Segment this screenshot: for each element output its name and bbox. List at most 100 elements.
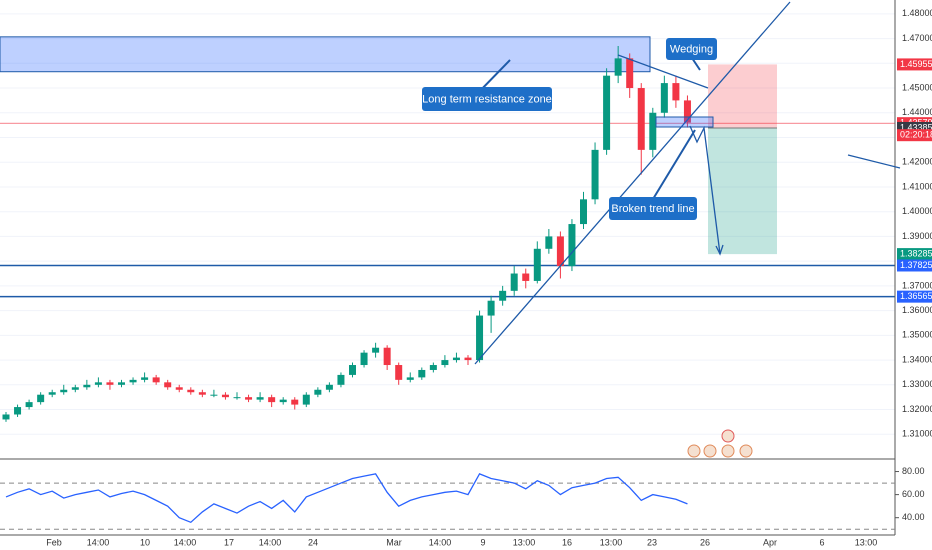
arrow-head (715, 244, 724, 256)
candle-body (37, 394, 45, 403)
candle-body (314, 389, 322, 395)
x-tick-label: 14:00 (429, 537, 452, 547)
y-tick-label: 1.32000 (902, 404, 932, 414)
candle-body (187, 389, 195, 393)
trend-line (474, 1, 791, 365)
price-label-box (897, 259, 932, 272)
event-icon (739, 444, 753, 458)
candle-body (418, 369, 426, 378)
candle-body (245, 397, 253, 400)
candle-body (568, 224, 576, 267)
x-tick-label: Feb (46, 537, 62, 547)
candle-body (487, 300, 495, 316)
countdown-box (897, 129, 932, 142)
price-pane (0, 13, 895, 435)
candle-body (406, 377, 414, 380)
candle-body (48, 392, 56, 395)
candle-body (210, 394, 218, 396)
candle-body (71, 387, 79, 390)
candle-body (683, 100, 691, 123)
x-tick-label: Apr (763, 537, 777, 547)
wedge-line (617, 54, 709, 89)
candle-body (2, 414, 10, 420)
candle-body (383, 347, 391, 366)
candle-body (591, 149, 599, 200)
candle-body (429, 365, 437, 370)
event-icons (687, 429, 753, 458)
resistance-zone (0, 36, 651, 73)
y-tick-label: 1.48000 (902, 8, 932, 18)
price-label: 1.38285 (900, 248, 932, 258)
candle-body (522, 273, 530, 281)
candle-body (94, 382, 102, 385)
x-tick-label: 9 (480, 537, 485, 547)
support-box (655, 116, 714, 128)
note-box (609, 197, 697, 220)
price-label-box (897, 290, 932, 303)
note-text: Broken trend line (611, 203, 694, 215)
x-tick-label: 16 (562, 537, 572, 547)
candle-body (60, 389, 68, 393)
candle-body (499, 290, 507, 301)
event-icon (687, 444, 701, 458)
y-tick-label: 1.34000 (902, 354, 932, 364)
y-tick-label: 1.45000 (902, 82, 932, 92)
candle-body (614, 58, 622, 76)
candle-body (626, 58, 634, 89)
candle-body (129, 379, 137, 383)
candle-body (637, 88, 645, 150)
candle-body (556, 236, 564, 267)
callout-pointer (649, 129, 696, 205)
event-icon (721, 429, 735, 443)
event-icon (721, 444, 735, 458)
y-tick-label: 1.42000 (902, 157, 932, 167)
rsi-line (5, 473, 688, 524)
candle-body (198, 392, 206, 395)
x-tick-label: 13:00 (855, 537, 878, 547)
target-zone (708, 127, 777, 255)
candle-body (268, 397, 276, 403)
candle-body (395, 365, 403, 380)
rsi-tick-label: 60.00 (902, 489, 925, 499)
y-tick-label: 1.33000 (902, 379, 932, 389)
candle-body (372, 347, 380, 353)
candle-body (302, 394, 310, 405)
x-tick-label: 17 (224, 537, 234, 547)
candle-body (256, 397, 264, 400)
x-tick-label: Mar (386, 537, 402, 547)
candle-body (221, 394, 229, 398)
x-tick-label: 23 (647, 537, 657, 547)
y-tick-label: 1.47000 (902, 33, 932, 43)
y-tick-label: 1.40000 (902, 206, 932, 216)
candle-body (175, 387, 183, 390)
y-tick-label: 1.37000 (902, 280, 932, 290)
y-tick-label: 1.41000 (902, 181, 932, 191)
x-tick-label: 6 (819, 537, 824, 547)
candle-body (14, 407, 22, 415)
candle-body (325, 384, 333, 390)
candle-body (476, 315, 484, 361)
price-label: 1.36565 (900, 291, 932, 301)
annotation: Long term resistance zone Wedging Broken… (422, 38, 717, 220)
candle-body (360, 352, 368, 366)
candle-body (510, 273, 518, 291)
stop-zone (708, 64, 777, 128)
candle-body (83, 384, 91, 388)
note-text: Long term resistance zone (422, 93, 552, 105)
candle-body (279, 399, 287, 403)
y-tick-label: 1.31000 (902, 429, 932, 439)
x-tick-label: 10 (140, 537, 150, 547)
note-box (666, 38, 717, 60)
candle-body (141, 377, 149, 380)
candle-body (464, 357, 472, 361)
event-icon (703, 444, 717, 458)
candle-body (233, 397, 241, 399)
candle-body (545, 236, 553, 249)
y-tick-label: 1.44000 (902, 107, 932, 117)
y-tick-label: 1.35000 (902, 330, 932, 340)
candle-body (291, 399, 299, 405)
candle-body (164, 382, 172, 388)
x-tick-label: 14:00 (259, 537, 282, 547)
